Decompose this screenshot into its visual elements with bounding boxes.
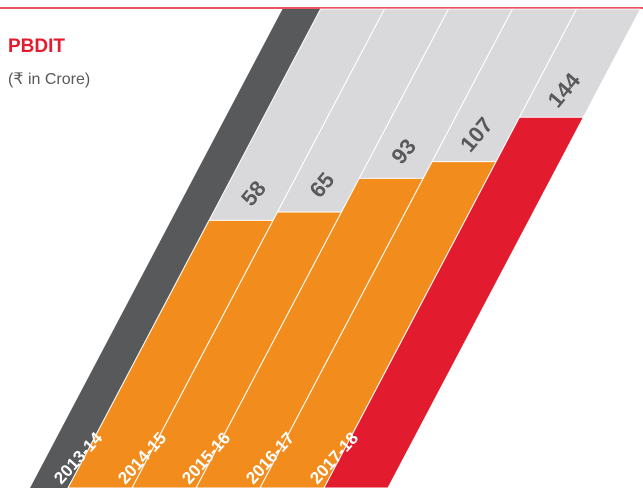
bar [67,219,274,488]
dark-band [30,9,321,488]
bar [323,116,585,488]
bar [195,177,425,488]
bar [259,161,497,488]
bar [131,211,343,488]
chart-subtitle: (₹ in Crore) [8,71,90,88]
chart-title: PBDIT [8,36,65,57]
